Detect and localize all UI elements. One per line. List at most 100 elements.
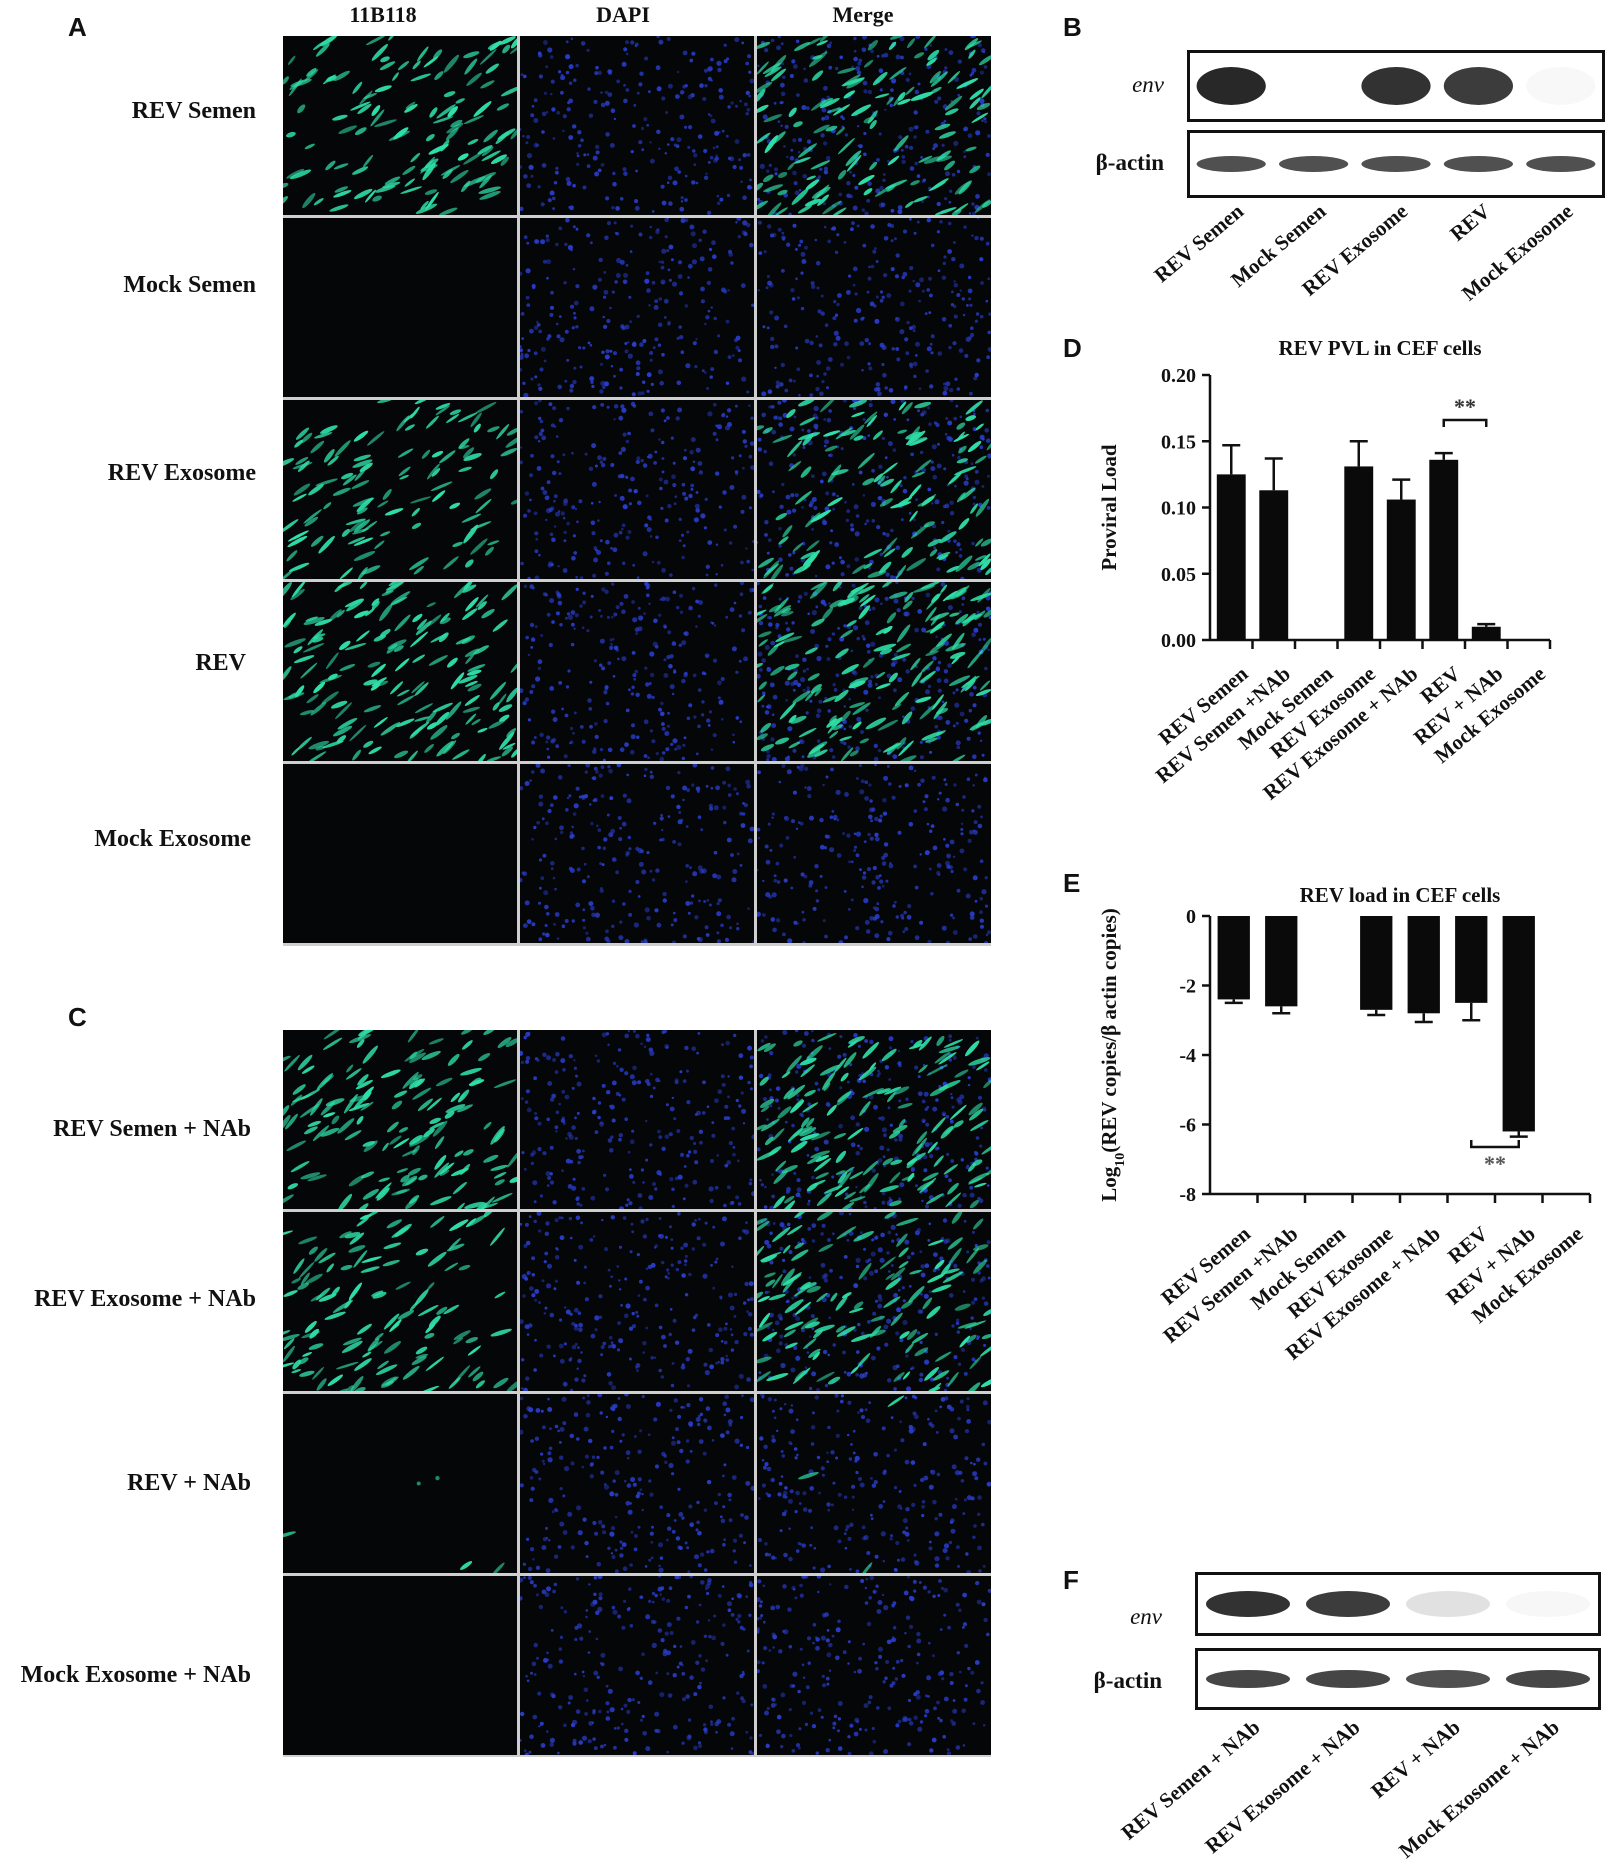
micrograph-green-3 [283, 400, 517, 579]
micrograph-blue-2 [520, 218, 754, 397]
panel-letter-c: C [68, 1002, 87, 1033]
row-label-a-rev-semen: REV Semen [132, 98, 256, 125]
significance-bracket [1444, 420, 1487, 427]
chart-d-proviral-load: REV PVL in CEF cells Proviral Load 0.00 0.0… [1050, 325, 1609, 845]
y-tick-label: 0.15 [1161, 431, 1196, 453]
bar [1259, 490, 1288, 640]
panel-letter-a: A [68, 12, 87, 43]
blot-b-actin-label: β-actin [1096, 150, 1164, 176]
row-label-c-rev-exosome-nab: REV Exosome + NAb [34, 1286, 256, 1313]
blot-band [1406, 1670, 1490, 1688]
micrograph-blue-1 [520, 1030, 754, 1209]
y-tick-label: 0.10 [1161, 498, 1196, 520]
column-header-11b118: 11B118 [263, 2, 503, 28]
micrograph-green-5 [283, 764, 517, 943]
micrograph-green-2 [283, 218, 517, 397]
blot-band [1506, 1591, 1590, 1617]
blot-f-env-band [1195, 1572, 1601, 1636]
blot-band [1506, 1670, 1590, 1688]
panel-c-microscopy-grid [283, 1030, 991, 1757]
row-label-c-mock-exosome-nab: Mock Exosome + NAb [21, 1662, 251, 1689]
significance-bracket [1471, 1140, 1519, 1147]
micrograph-merge-3 [757, 400, 991, 579]
bar [1429, 460, 1458, 640]
micrograph-blue-3 [520, 1394, 754, 1573]
row-label-c-rev-semen-nab: REV Semen + NAb [53, 1116, 251, 1143]
row-label-a-rev: REV [195, 650, 246, 677]
blot-f-actin-band [1195, 1648, 1601, 1710]
micrograph-merge-2 [757, 1212, 991, 1391]
micrograph-blue-5 [520, 764, 754, 943]
blot-band [1279, 156, 1348, 172]
chart-title: REV PVL in CEF cells [1278, 336, 1481, 360]
blot-band [1206, 1670, 1290, 1688]
panel-letter-b: B [1063, 12, 1082, 43]
micrograph-merge-1 [757, 36, 991, 215]
y-tick-label: 0.00 [1161, 630, 1196, 652]
y-tick-label: -8 [1179, 1184, 1196, 1206]
y-tick-label: 0.05 [1161, 564, 1196, 586]
blot-band [1306, 1591, 1390, 1617]
blot-band [1526, 67, 1595, 105]
y-tick-label: 0.20 [1161, 365, 1196, 387]
significance-label: ** [1484, 1151, 1506, 1176]
column-header-dapi: DAPI [503, 2, 743, 28]
blot-band [1406, 1591, 1490, 1617]
blot-band [1197, 156, 1266, 172]
micrograph-green-1 [283, 1030, 517, 1209]
panel-a-microscopy-grid [283, 36, 991, 946]
micrograph-merge-1 [757, 1030, 991, 1209]
bar [1472, 627, 1501, 640]
column-header-merge: Merge [743, 2, 983, 28]
y-tick-label: 0 [1186, 906, 1196, 928]
micrograph-green-2 [283, 1212, 517, 1391]
blot-band [1526, 156, 1595, 172]
blot-band [1197, 67, 1266, 105]
blot-band [1361, 67, 1430, 105]
y-tick-label: -2 [1179, 976, 1196, 998]
micrograph-blue-4 [520, 582, 754, 761]
micrograph-green-4 [283, 1576, 517, 1755]
blot-b-lane-label-4: REV [1445, 199, 1495, 247]
blot-f-lane-label-4: Mock Exosome + NAb [1395, 1715, 1565, 1864]
micrograph-green-3 [283, 1394, 517, 1573]
blot-f-lane-label-3: REV + NAb [1366, 1715, 1465, 1804]
y-tick-label: -6 [1179, 1115, 1196, 1137]
bar [1218, 916, 1250, 999]
micrograph-blue-3 [520, 400, 754, 579]
bar [1344, 466, 1373, 640]
micrograph-merge-3 [757, 1394, 991, 1573]
y-axis-label: Log10(REV copies/β actin copies) [1097, 908, 1128, 1202]
micrograph-merge-4 [757, 582, 991, 761]
blot-f-env-label: env [1130, 1604, 1162, 1630]
micrograph-blue-2 [520, 1212, 754, 1391]
blot-b-env-band [1187, 50, 1605, 122]
bar [1408, 916, 1440, 1013]
y-tick-label: -4 [1179, 1045, 1196, 1067]
blot-band [1444, 67, 1513, 105]
micrograph-blue-1 [520, 36, 754, 215]
bar [1387, 500, 1416, 640]
micrograph-merge-5 [757, 764, 991, 943]
micrograph-merge-2 [757, 218, 991, 397]
micrograph-merge-4 [757, 1576, 991, 1755]
blot-f-actin-label: β-actin [1094, 1668, 1162, 1694]
bar [1217, 474, 1246, 640]
bar [1455, 916, 1487, 1003]
micrograph-blue-4 [520, 1576, 754, 1755]
blot-band [1306, 1670, 1390, 1688]
row-label-c-rev-nab: REV + NAb [127, 1470, 251, 1497]
blot-b-env-label: env [1132, 72, 1164, 98]
y-axis-label: Proviral Load [1097, 444, 1121, 571]
blot-band [1444, 156, 1513, 172]
row-label-a-mock-semen: Mock Semen [123, 272, 256, 299]
bar [1265, 916, 1297, 1006]
blot-band [1206, 1591, 1290, 1617]
row-label-a-mock-exosome: Mock Exosome [94, 826, 251, 853]
micrograph-green-1 [283, 36, 517, 215]
bar [1360, 916, 1392, 1010]
significance-label: ** [1454, 394, 1476, 419]
micrograph-green-4 [283, 582, 517, 761]
bar [1503, 916, 1535, 1131]
